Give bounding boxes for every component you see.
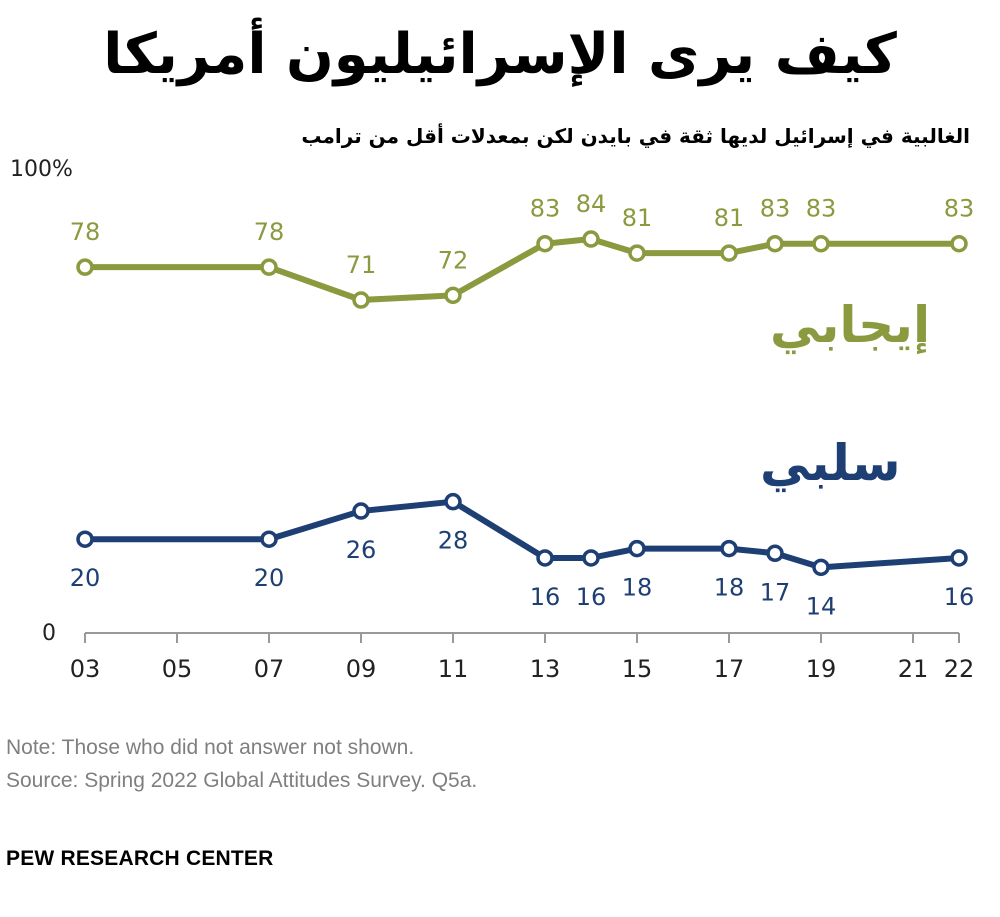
x-tick-label: 19: [806, 655, 837, 683]
data-point: [536, 234, 554, 253]
publisher-logo-text: PEW RESEARCH CENTER: [6, 847, 274, 870]
data-point: [720, 539, 738, 558]
chart-note: Note: Those who did not answer not shown…: [6, 736, 415, 759]
data-label: 71: [346, 251, 377, 279]
data-label: 78: [254, 218, 285, 246]
data-label: 78: [70, 218, 101, 246]
series-label-positive: إيجابي: [770, 296, 930, 355]
data-point: [766, 234, 784, 253]
data-label: 20: [70, 564, 101, 592]
series-label-negative: سلبي: [760, 434, 901, 492]
data-point: [720, 244, 738, 262]
data-point: [950, 549, 968, 567]
data-label: 83: [944, 195, 975, 223]
data-point: [950, 234, 968, 253]
line-chart: 03 05 07 09 11 13 15 17 19 21 22 100% 0 78 78 71 72 83 84 8…: [10, 157, 975, 683]
data-point: [352, 291, 370, 309]
data-point: [76, 530, 94, 548]
data-label: 28: [438, 527, 469, 555]
x-tick-label: 03: [70, 655, 101, 683]
x-tick-label: 13: [530, 655, 561, 683]
chart-title: كيف يرى الإسرائيليون أمريكا: [103, 22, 897, 87]
chart-source: Source: Spring 2022 Global Attitudes Sur…: [6, 769, 478, 792]
x-tick-label: 11: [438, 655, 469, 683]
x-tick-label: 05: [162, 655, 193, 683]
data-label: 81: [622, 204, 653, 232]
x-tick-label: 15: [622, 655, 653, 683]
data-point: [812, 234, 830, 253]
data-point: [628, 539, 646, 558]
y-tick-label: 100%: [10, 157, 73, 182]
data-label: 83: [806, 195, 837, 223]
data-label: 16: [576, 583, 607, 611]
data-point: [536, 549, 554, 567]
data-label: 81: [714, 204, 745, 232]
data-point: [444, 492, 462, 511]
x-tick-label: 21: [898, 655, 929, 683]
data-label: 17: [760, 578, 791, 606]
data-point: [260, 258, 278, 276]
x-tick-label: 09: [346, 655, 377, 683]
data-point: [812, 558, 830, 577]
chart-subtitle: الغالبية في إسرائيل لديها ثقة في بايدن ل…: [301, 124, 970, 148]
data-point: [628, 244, 646, 262]
series-line-negative: [82, 498, 962, 571]
data-point: [582, 549, 600, 567]
x-tick-label: 22: [944, 655, 975, 683]
y-tick-label: 0: [42, 621, 56, 646]
x-tick-label: 17: [714, 655, 745, 683]
data-label: 14: [806, 592, 837, 620]
data-point: [352, 502, 370, 520]
data-label: 18: [622, 574, 653, 602]
data-point: [260, 530, 278, 548]
data-label: 84: [576, 190, 607, 218]
data-label: 16: [530, 583, 561, 611]
data-label: 18: [714, 574, 745, 602]
data-point: [582, 230, 600, 248]
data-label: 20: [254, 564, 285, 592]
data-label: 26: [346, 536, 377, 564]
data-label: 72: [438, 246, 469, 274]
x-tick-label: 07: [254, 655, 285, 683]
data-label: 16: [944, 583, 975, 611]
data-point: [76, 258, 94, 276]
data-label: 83: [530, 195, 561, 223]
data-point: [444, 286, 462, 305]
data-label: 83: [760, 195, 791, 223]
data-point: [766, 544, 784, 563]
